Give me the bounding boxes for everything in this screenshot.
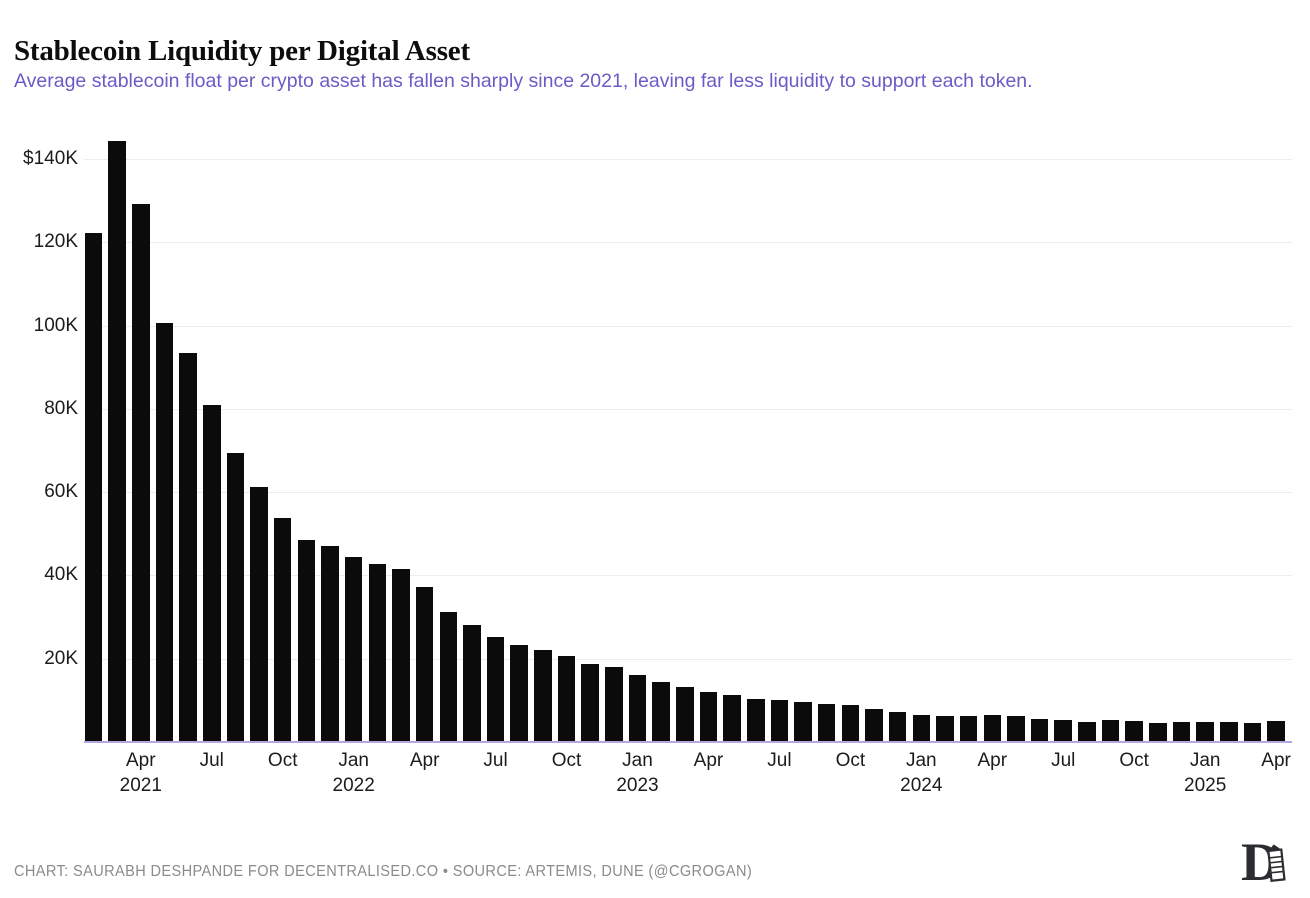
bar <box>747 698 765 742</box>
bar <box>1172 721 1191 742</box>
bar <box>912 714 931 742</box>
gridline <box>84 575 1292 577</box>
x-tick-label: Apr <box>977 750 1008 771</box>
bar <box>321 546 339 742</box>
bar <box>415 587 434 742</box>
gridline <box>84 325 1292 327</box>
y-axis-label: 60K <box>44 481 78 503</box>
bar <box>699 692 718 742</box>
decentralised-logo: D <box>1241 832 1286 892</box>
bar <box>794 702 812 742</box>
x-tick-label: Oct <box>1119 750 1149 771</box>
bar <box>486 637 505 742</box>
gridline <box>84 242 1292 244</box>
bar <box>1007 716 1025 742</box>
bar <box>1243 723 1262 742</box>
y-axis-label: 20K <box>44 647 78 669</box>
x-tick-label: Jan <box>1189 750 1221 771</box>
bar <box>1054 719 1072 742</box>
bar <box>392 569 410 742</box>
x-axis-line <box>84 741 1292 743</box>
x-tick-label: Apr <box>409 750 440 771</box>
x-tick-label: Jul <box>199 750 224 771</box>
x-tick-label: Jan <box>622 750 653 771</box>
bar <box>817 703 836 742</box>
bar <box>983 715 1002 742</box>
x-tick-label: Jul <box>767 750 792 771</box>
bar <box>179 352 197 742</box>
x-year-label: 2022 <box>332 775 375 796</box>
bar <box>936 716 954 742</box>
y-axis-label: 40K <box>44 564 78 586</box>
y-axis-label: $140K <box>23 147 78 169</box>
bar <box>1101 720 1120 742</box>
y-axis-label: 120K <box>33 231 78 253</box>
gridline <box>84 408 1292 410</box>
bar <box>628 674 647 742</box>
bar <box>1149 722 1167 742</box>
bar <box>534 650 552 742</box>
bar <box>1220 722 1238 742</box>
page-subtitle: Average stablecoin float per crypto asse… <box>14 70 1033 92</box>
x-year-label: 2023 <box>616 775 659 796</box>
bar <box>297 539 316 742</box>
x-year-label: 2024 <box>900 775 943 796</box>
bar <box>344 557 363 742</box>
bar <box>273 517 292 742</box>
bar <box>888 712 907 742</box>
x-year-label: 2025 <box>1184 775 1227 796</box>
x-tick-label: Oct <box>267 750 298 771</box>
bar <box>368 563 387 742</box>
x-tick-label: Oct <box>835 750 866 771</box>
bar <box>250 487 268 742</box>
gridline <box>84 492 1292 494</box>
bar <box>1125 721 1143 742</box>
x-tick-label: Oct <box>551 750 582 771</box>
page-title: Stablecoin Liquidity per Digital Asset <box>14 35 470 68</box>
y-axis-label: 100K <box>33 314 78 336</box>
bar <box>959 716 978 742</box>
x-tick-label: Jan <box>338 750 369 771</box>
bar <box>439 612 458 742</box>
bar <box>770 699 789 742</box>
bar <box>463 624 481 742</box>
bar <box>1196 722 1214 742</box>
bar <box>1267 721 1285 742</box>
bar <box>581 663 599 742</box>
bar <box>1078 722 1096 742</box>
bar <box>203 405 221 742</box>
bar <box>108 140 126 742</box>
x-tick-label: Apr <box>693 750 724 771</box>
gridline <box>84 158 1292 160</box>
x-tick-label: Apr <box>126 750 156 771</box>
bar <box>676 687 694 742</box>
bar <box>510 644 528 742</box>
bar <box>652 682 670 742</box>
y-axis-label: 80K <box>44 397 78 419</box>
bar <box>132 203 150 742</box>
footer-credit: CHART: SAURABH DESHPANDE FOR DECENTRALIS… <box>14 863 753 880</box>
bar <box>557 656 576 742</box>
bar <box>84 232 103 742</box>
bar <box>841 705 860 742</box>
bar <box>605 667 623 742</box>
bar <box>1030 719 1049 742</box>
x-year-label: 2021 <box>119 775 162 796</box>
bar <box>226 452 245 742</box>
bar <box>723 695 741 742</box>
x-tick-label: Jan <box>905 750 937 771</box>
x-tick-label: Jul <box>483 750 508 771</box>
x-tick-label: Jul <box>1051 750 1076 771</box>
gridline <box>84 658 1292 660</box>
bar <box>155 323 174 742</box>
bar <box>865 709 883 742</box>
x-tick-label: Apr <box>1261 750 1291 771</box>
